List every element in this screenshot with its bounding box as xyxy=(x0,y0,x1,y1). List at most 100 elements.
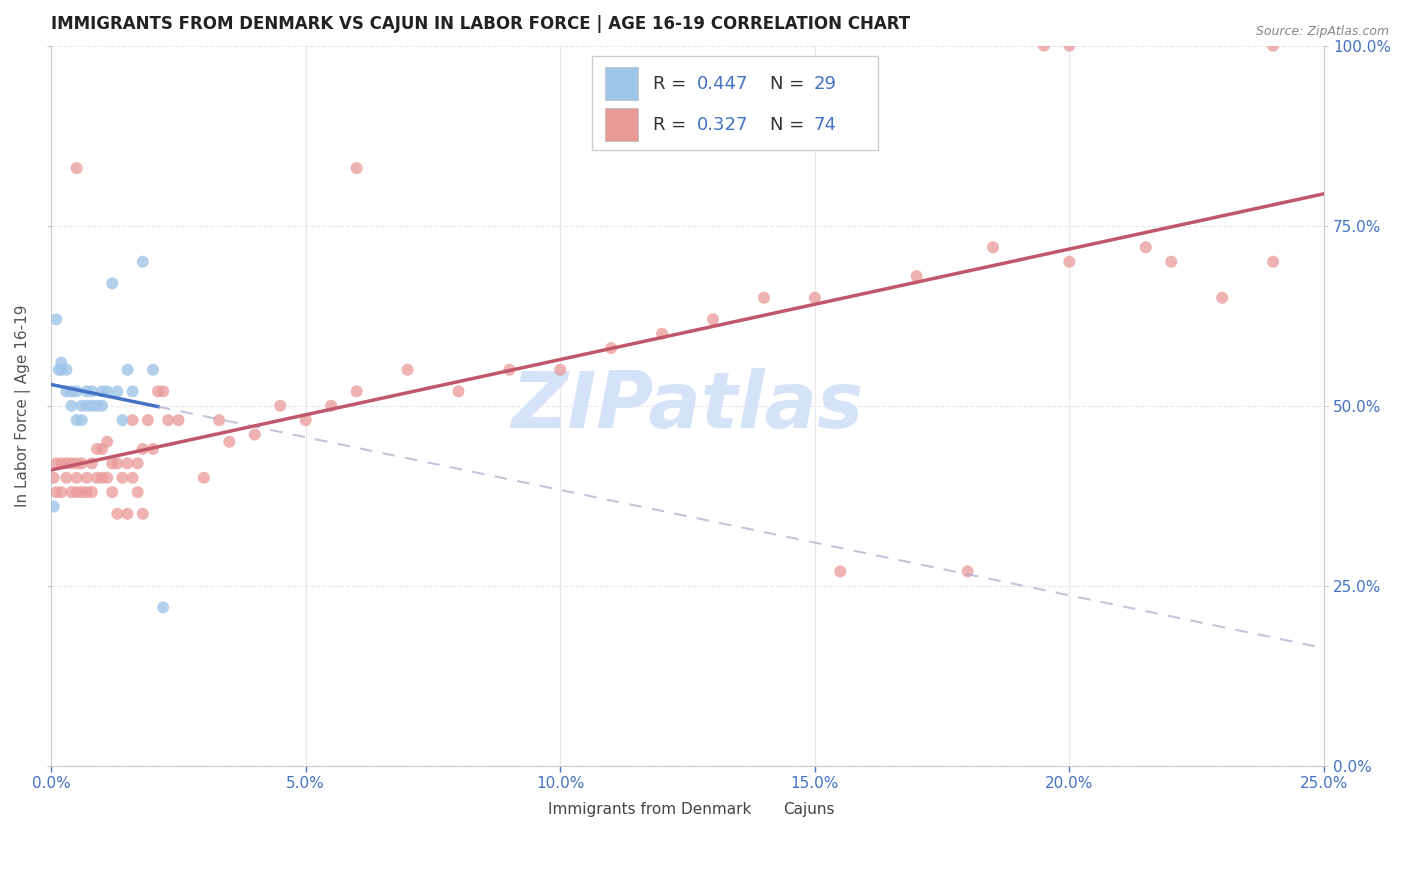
Point xyxy=(1211,291,1233,305)
Point xyxy=(76,485,98,500)
Point xyxy=(55,471,77,485)
Point xyxy=(45,456,67,470)
Point xyxy=(146,384,169,399)
Point xyxy=(804,291,827,305)
Point xyxy=(981,240,1004,254)
Point xyxy=(105,384,128,399)
Point xyxy=(193,471,215,485)
Point xyxy=(55,456,77,470)
Point xyxy=(80,485,103,500)
Point xyxy=(65,161,87,175)
Point xyxy=(42,500,65,514)
Point xyxy=(111,471,134,485)
Point xyxy=(60,399,83,413)
Point xyxy=(42,471,65,485)
Text: N =: N = xyxy=(770,116,810,134)
Text: Immigrants from Denmark: Immigrants from Denmark xyxy=(547,802,751,816)
Point xyxy=(152,384,174,399)
Point xyxy=(396,363,419,377)
Point xyxy=(60,485,83,500)
Point xyxy=(702,312,724,326)
Point xyxy=(76,471,98,485)
Point xyxy=(55,384,77,399)
Point xyxy=(51,355,73,369)
Text: N =: N = xyxy=(770,75,810,93)
Point xyxy=(157,413,180,427)
Point xyxy=(51,485,73,500)
Point xyxy=(346,384,368,399)
Point xyxy=(60,384,83,399)
Bar xyxy=(605,108,638,142)
Point xyxy=(105,507,128,521)
Point xyxy=(65,456,87,470)
Point xyxy=(101,277,124,291)
Point xyxy=(447,384,470,399)
Point xyxy=(121,413,143,427)
Point xyxy=(1135,240,1157,254)
Point xyxy=(80,384,103,399)
Point xyxy=(91,471,114,485)
Text: 74: 74 xyxy=(814,116,837,134)
Point xyxy=(1059,38,1081,53)
Point xyxy=(55,363,77,377)
Point xyxy=(86,442,108,456)
Point xyxy=(117,456,139,470)
Point xyxy=(269,399,291,413)
Point xyxy=(80,399,103,413)
Point xyxy=(132,442,155,456)
Point xyxy=(152,600,174,615)
Point xyxy=(121,384,143,399)
Point xyxy=(76,384,98,399)
Point xyxy=(651,326,673,341)
Point xyxy=(136,413,159,427)
Point xyxy=(86,471,108,485)
Point xyxy=(48,363,70,377)
Point xyxy=(1261,38,1284,53)
Point xyxy=(294,413,316,427)
Text: 0.327: 0.327 xyxy=(696,116,748,134)
Point xyxy=(65,413,87,427)
Text: Source: ZipAtlas.com: Source: ZipAtlas.com xyxy=(1256,25,1389,38)
Point xyxy=(1032,38,1054,53)
Point xyxy=(45,485,67,500)
Point xyxy=(76,399,98,413)
Text: 0.447: 0.447 xyxy=(696,75,748,93)
Point xyxy=(70,399,93,413)
Point xyxy=(96,471,118,485)
Point xyxy=(117,363,139,377)
Point xyxy=(127,456,149,470)
Point xyxy=(346,161,368,175)
Text: R =: R = xyxy=(654,75,692,93)
Point xyxy=(70,413,93,427)
Point xyxy=(132,507,155,521)
Point xyxy=(142,363,165,377)
Point xyxy=(105,456,128,470)
Point xyxy=(243,427,266,442)
Point xyxy=(208,413,231,427)
Text: ZIPatlas: ZIPatlas xyxy=(512,368,863,443)
Point xyxy=(498,363,520,377)
Point xyxy=(117,507,139,521)
Point xyxy=(600,341,623,355)
Point xyxy=(830,565,852,579)
Point xyxy=(218,434,240,449)
Point xyxy=(70,456,93,470)
Point xyxy=(101,485,124,500)
Point xyxy=(70,485,93,500)
Point xyxy=(101,456,124,470)
Text: 29: 29 xyxy=(814,75,837,93)
Point xyxy=(96,384,118,399)
Point xyxy=(1261,254,1284,268)
Point xyxy=(60,456,83,470)
FancyBboxPatch shape xyxy=(592,56,879,150)
Point xyxy=(45,312,67,326)
Point xyxy=(80,456,103,470)
Point xyxy=(51,456,73,470)
Point xyxy=(1059,254,1081,268)
Point xyxy=(51,363,73,377)
Point xyxy=(65,485,87,500)
Point xyxy=(111,413,134,427)
Point xyxy=(752,291,775,305)
Point xyxy=(956,565,979,579)
Point xyxy=(91,399,114,413)
